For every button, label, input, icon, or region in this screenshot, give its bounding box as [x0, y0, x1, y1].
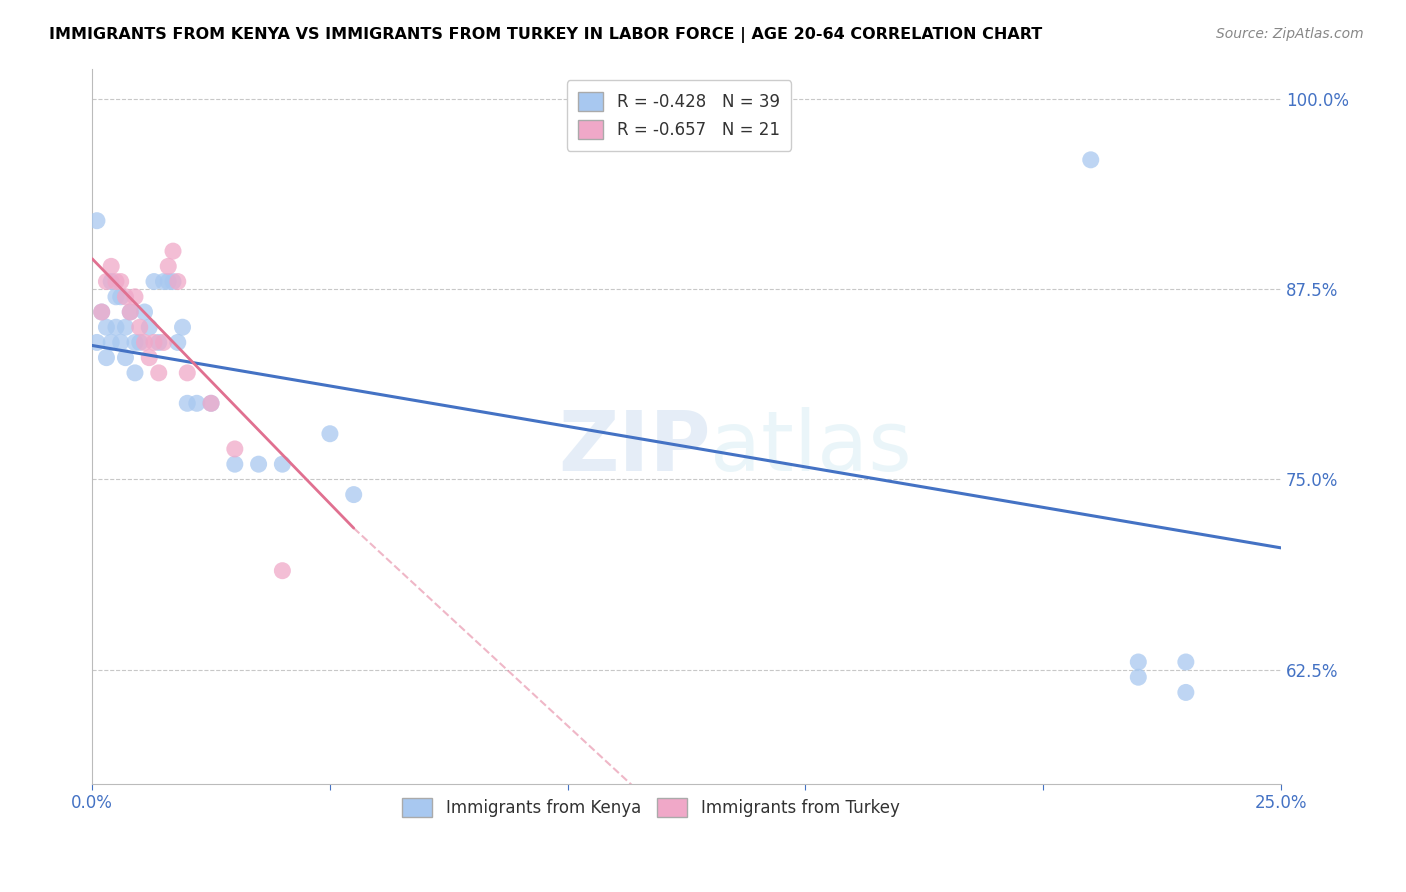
Text: ZIP: ZIP	[558, 407, 710, 488]
Point	[166, 335, 188, 350]
Point	[124, 335, 146, 350]
Point	[134, 335, 156, 350]
Point	[90, 305, 112, 319]
Point	[90, 305, 112, 319]
Point	[186, 396, 208, 410]
Point	[110, 290, 132, 304]
Point	[1128, 670, 1150, 684]
Point	[114, 351, 136, 365]
Point	[148, 335, 170, 350]
Point	[128, 335, 150, 350]
Text: IMMIGRANTS FROM KENYA VS IMMIGRANTS FROM TURKEY IN LABOR FORCE | AGE 20-64 CORRE: IMMIGRANTS FROM KENYA VS IMMIGRANTS FROM…	[49, 27, 1042, 43]
Point	[128, 320, 150, 334]
Point	[152, 335, 174, 350]
Point	[114, 320, 136, 334]
Point	[319, 426, 342, 441]
Point	[1174, 655, 1197, 669]
Point	[143, 275, 166, 289]
Point	[96, 351, 118, 365]
Point	[104, 320, 127, 334]
Point	[110, 275, 132, 289]
Point	[104, 275, 127, 289]
Point	[166, 275, 188, 289]
Point	[176, 396, 198, 410]
Point	[1174, 685, 1197, 699]
Point	[120, 305, 142, 319]
Point	[100, 335, 122, 350]
Point	[162, 244, 184, 259]
Point	[86, 213, 108, 227]
Point	[1080, 153, 1102, 167]
Point	[271, 564, 294, 578]
Point	[96, 275, 118, 289]
Point	[124, 366, 146, 380]
Point	[96, 320, 118, 334]
Point	[100, 275, 122, 289]
Point	[138, 320, 160, 334]
Point	[100, 260, 122, 274]
Point	[247, 457, 270, 471]
Text: Source: ZipAtlas.com: Source: ZipAtlas.com	[1216, 27, 1364, 41]
Point	[86, 335, 108, 350]
Text: atlas: atlas	[710, 407, 912, 488]
Point	[224, 457, 246, 471]
Point	[157, 260, 180, 274]
Point	[1128, 655, 1150, 669]
Legend: Immigrants from Kenya, Immigrants from Turkey: Immigrants from Kenya, Immigrants from T…	[394, 789, 908, 825]
Point	[134, 305, 156, 319]
Point	[152, 275, 174, 289]
Point	[176, 366, 198, 380]
Point	[143, 335, 166, 350]
Point	[104, 290, 127, 304]
Point	[120, 305, 142, 319]
Point	[114, 290, 136, 304]
Point	[124, 290, 146, 304]
Point	[157, 275, 180, 289]
Point	[172, 320, 194, 334]
Point	[224, 442, 246, 456]
Point	[200, 396, 222, 410]
Point	[148, 366, 170, 380]
Point	[271, 457, 294, 471]
Point	[343, 487, 366, 501]
Point	[110, 335, 132, 350]
Point	[162, 275, 184, 289]
Point	[138, 351, 160, 365]
Point	[200, 396, 222, 410]
